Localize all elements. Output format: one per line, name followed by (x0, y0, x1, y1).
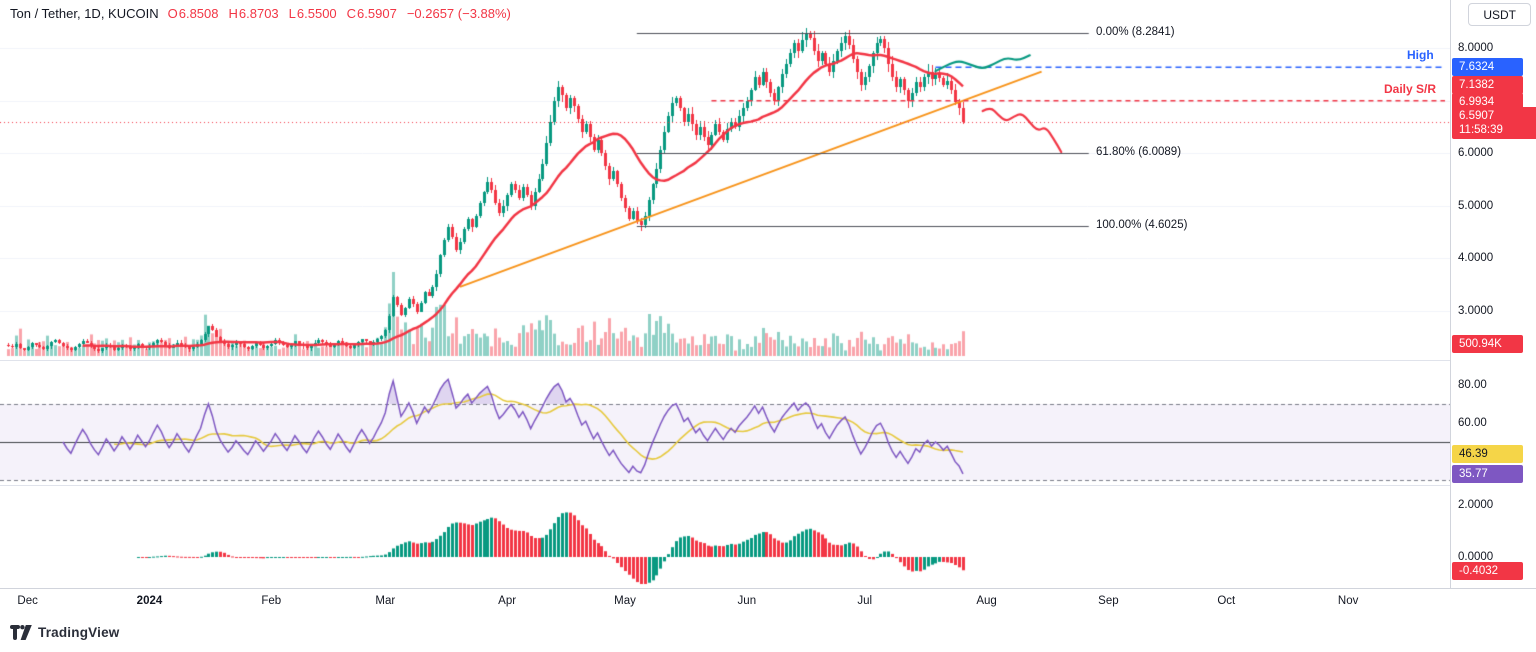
time-axis[interactable]: Dec 2024 Feb Mar Apr May Jun Jul Aug Sep Oct Nov (0, 588, 1536, 615)
currency-toggle-button[interactable]: USDT (1468, 3, 1531, 26)
time-axis-label: Nov (1337, 595, 1359, 607)
fib-label-100: 100.00% (4.6025) (1096, 219, 1188, 231)
price-axis-label: 3.0000 (1458, 304, 1494, 317)
rsi-axis-label: 60.00 (1458, 417, 1487, 429)
price-axis-label: 6.0000 (1458, 147, 1494, 159)
symbol-title[interactable]: Ton / Tether, 1D, KUCOIN (10, 6, 159, 21)
ohlc-high: H6.8703 (228, 6, 279, 21)
ohlc-low: L6.5500 (288, 6, 337, 21)
price-axis-label: 4.0000 (1458, 252, 1494, 264)
time-axis-label: Jun (737, 595, 757, 607)
chart-legend: Ton / Tether, 1D, KUCOIN O6.8508 H6.8703… (10, 6, 511, 21)
tradingview-logo[interactable]: TradingView (10, 625, 119, 640)
time-axis-label: Sep (1098, 595, 1119, 607)
daily-sr-line-label: Daily S/R (1384, 82, 1437, 96)
last-price-tag-value: 6.5907 (1459, 109, 1495, 122)
price-axis-label: 5.0000 (1458, 199, 1494, 212)
osc-tag: -0.4032 (1452, 562, 1523, 581)
time-axis-label: Apr (498, 595, 517, 607)
fib-label-0: 0.00% (8.2841) (1096, 26, 1175, 38)
rsi-tag: 35.77 (1452, 465, 1523, 484)
ohlc-close: C6.5907 (346, 6, 397, 21)
price-tag-daily-sr: 6.9934 (1452, 92, 1523, 111)
osc-axis-label: 0.0000 (1458, 551, 1494, 563)
price-tag-ma: 7.1382 (1452, 76, 1523, 95)
price-axis-label: 8.0000 (1458, 42, 1494, 54)
time-axis-label: Mar (375, 595, 396, 607)
rsi-axis-label: 80.00 (1458, 379, 1487, 391)
osc-axis-label: 2.0000 (1458, 499, 1494, 511)
time-axis-label: Feb (261, 595, 282, 607)
ohlc-open: O6.8508 (167, 6, 219, 21)
chart-canvas[interactable] (0, 0, 1450, 588)
fib-label-618: 61.80% (6.0089) (1096, 146, 1182, 158)
price-tag-high: 7.6324 (1452, 58, 1523, 77)
tradingview-logo-text: TradingView (38, 625, 120, 640)
volume-tag: 500.94K (1452, 335, 1523, 353)
last-price-tag-time: 11:58:39 (1459, 123, 1503, 136)
panel-divider (0, 485, 1536, 486)
panel-divider (0, 360, 1536, 361)
price-tag-last: 6.5907 11:58:39 (1452, 106, 1536, 139)
time-axis-label: 2024 (136, 595, 163, 607)
rsi-ma-tag: 46.39 (1452, 444, 1523, 463)
change-value: −0.2657 (−3.88%) (406, 6, 511, 21)
time-axis-label: Dec (17, 595, 38, 607)
time-axis-label: Jul (857, 595, 873, 607)
time-axis-label: May (614, 595, 636, 607)
price-axis[interactable]: 8.0000 6.0000 5.0000 4.0000 3.0000 80.00 60.00… (1450, 0, 1536, 614)
high-line-label: High (1407, 48, 1434, 62)
time-axis-label: Aug (976, 595, 997, 607)
tradingview-logo-icon (10, 625, 32, 640)
time-axis-label: Oct (1217, 595, 1236, 607)
